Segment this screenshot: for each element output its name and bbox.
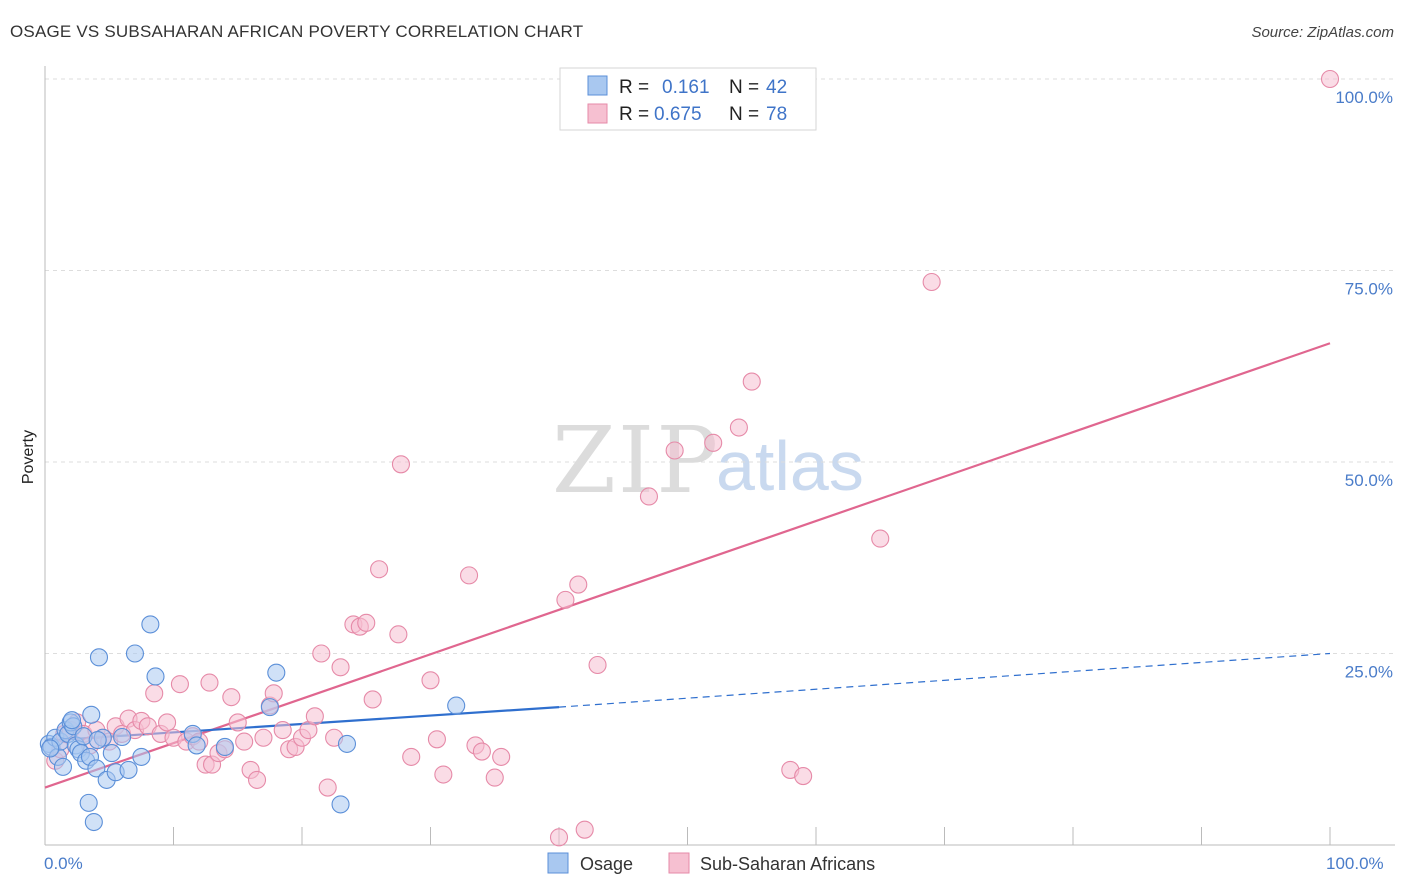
chart-title: OSAGE VS SUBSAHARAN AFRICAN POVERTY CORR… [10,22,584,41]
point-ssa-43 [312,644,331,663]
point-ssa-69 [704,433,723,452]
x-tick-label-max: 100.0% [1326,854,1384,873]
point-ssa-56 [427,730,446,749]
point-ssa-74 [871,529,890,548]
legend-r-label-osage: R = [619,77,649,98]
point-ssa-20 [170,675,189,694]
point-osage-19 [87,759,106,778]
y-tick-labels: 25.0% 50.0% 75.0% 100.0% [1335,88,1393,682]
point-ssa-65 [575,820,594,839]
point-ssa-51 [370,560,389,579]
point-ssa-71 [742,372,761,391]
legend-swatch-osage [587,75,608,96]
point-osage-40 [88,731,107,750]
point-ssa-44 [318,778,337,797]
point-ssa-46 [331,658,350,677]
point-ssa-67 [639,487,659,506]
point-ssa-42 [305,707,324,726]
point-osage-36 [337,734,357,753]
point-osage-25 [119,760,138,779]
point-osage-15 [79,793,98,812]
point-osage-41 [113,727,132,747]
trend-line-ssa [44,342,1331,789]
legend-n-label-osage: N = [729,77,759,98]
point-osage-39 [62,711,82,730]
point-osage-28 [141,615,160,634]
point-ssa-77 [549,828,569,847]
legend-r-label-ssa: R = [619,104,649,125]
point-ssa-30 [228,713,247,732]
x-tick-label-min: 0.0% [44,854,83,873]
point-osage-33 [260,698,279,717]
point-osage-35 [331,795,350,814]
point-ssa-37 [273,721,292,740]
point-ssa-70 [729,418,748,437]
point-ssa-64 [569,575,588,594]
point-osage-37 [447,696,466,715]
point-osage-20 [89,648,109,667]
point-ssa-73 [794,767,813,786]
gridlines [45,78,1395,654]
watermark-atlas: atlas [716,427,864,505]
point-osage-18 [84,812,103,832]
legend-r-value-ssa: 0.675 [654,104,702,125]
point-ssa-62 [492,747,511,766]
y-tick-label-0: 25.0% [1345,663,1393,682]
bottom-legend-label-osage: Osage [580,854,633,874]
point-osage-27 [132,747,151,766]
point-ssa-55 [421,671,440,690]
point-ssa-31 [235,732,254,751]
point-osage-23 [102,744,121,763]
point-osage-29 [146,667,165,686]
point-osage-31 [187,736,206,755]
point-ssa-16 [145,684,164,703]
point-ssa-68 [665,441,684,460]
y-tick-label-2: 75.0% [1345,280,1393,299]
watermark-zip: ZIP [552,407,720,514]
point-ssa-61 [485,768,504,787]
point-ssa-25 [200,673,219,692]
point-osage-38 [41,739,60,758]
data-points [39,69,1340,847]
legend-r-value-osage: 0.161 [662,77,710,98]
point-ssa-18 [158,713,177,732]
point-osage-26 [125,644,144,663]
point-ssa-66 [588,655,607,675]
legend-swatch-ssa [587,103,608,124]
y-tick-label-1: 50.0% [1345,471,1393,490]
y-tick-label-3: 100.0% [1335,88,1393,107]
point-ssa-49 [357,613,376,632]
point-ssa-76 [1320,69,1340,89]
bottom-legend: Osage Sub-Saharan Africans [547,852,875,874]
point-osage-17 [82,705,101,724]
point-ssa-75 [922,272,941,292]
point-ssa-50 [363,690,382,709]
source-credit: Source: ZipAtlas.com [1251,24,1394,41]
point-ssa-57 [434,765,453,784]
point-ssa-53 [391,455,410,474]
point-osage-32 [215,737,234,757]
legend-n-value-osage: 42 [766,77,787,98]
bottom-legend-label-ssa: Sub-Saharan Africans [700,854,875,874]
point-ssa-63 [556,590,575,609]
point-osage-34 [267,663,286,682]
point-ssa-58 [459,566,479,585]
point-ssa-34 [254,728,273,747]
top-legend: R = 0.161 N = 42 R = 0.675 N = 78 [559,67,817,131]
point-ssa-29 [222,688,241,707]
legend-n-label-ssa: N = [729,104,759,125]
bottom-legend-swatch-ssa [668,852,690,874]
trend-line-osage-extension [558,652,1331,708]
point-ssa-60 [472,742,491,761]
point-ssa-52 [389,625,408,644]
point-osage-5 [53,757,73,776]
legend-n-value-ssa: 78 [766,104,787,125]
y-axis-label: Poverty [20,430,37,484]
point-ssa-54 [402,747,421,766]
bottom-legend-swatch-osage [547,852,569,874]
point-ssa-33 [247,770,267,789]
